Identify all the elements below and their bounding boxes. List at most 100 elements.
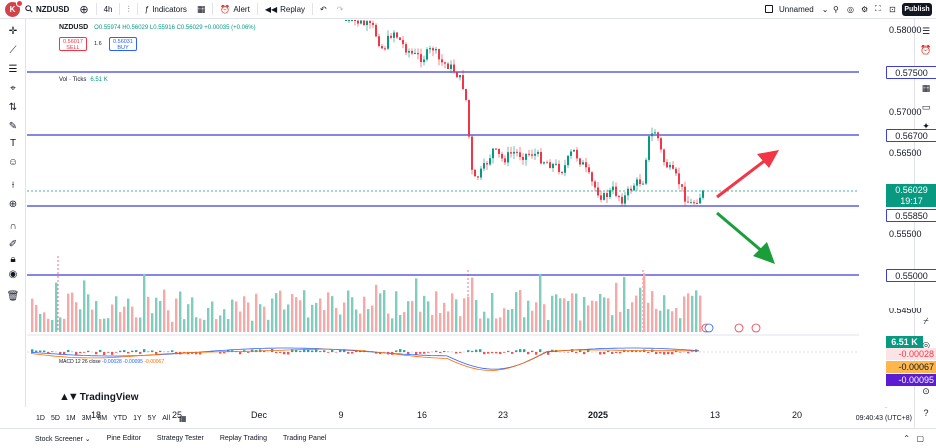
pattern-icon[interactable]: ⌖ (10, 82, 16, 94)
interval-button[interactable]: 4h (103, 4, 113, 14)
tab-stock-screener[interactable]: Stock Screener ⌄ (35, 435, 91, 443)
candle (474, 169, 476, 177)
macd-histogram-bar (635, 350, 638, 352)
calendar-icon[interactable]: ▦ (921, 82, 931, 93)
volume-bar (227, 318, 230, 332)
undo-button[interactable]: ↶ (315, 0, 332, 19)
emoji-icon[interactable]: ☺ (7, 156, 19, 168)
replay-button[interactable]: ◀◀ Replay (264, 4, 306, 14)
level-label[interactable]: 0.57500 (886, 66, 936, 79)
range-ytd[interactable]: YTD (113, 414, 128, 422)
crosshair-icon[interactable]: ✛ (8, 25, 18, 37)
camera-button[interactable]: ◎ (842, 0, 859, 19)
lightbulb-icon[interactable]: ✦ (922, 120, 930, 131)
range-5y[interactable]: 5Y (147, 414, 157, 422)
candle (537, 152, 539, 154)
range-1m[interactable]: 1M (65, 414, 76, 422)
level-label[interactable]: 0.55850 (886, 209, 936, 222)
range-6m[interactable]: 6M (97, 414, 108, 422)
bar-style-button[interactable]: ⫶ (122, 0, 134, 19)
quick-search-button[interactable]: ⚲ (828, 0, 844, 19)
templates-button[interactable]: ▦ (192, 0, 211, 19)
eye-icon[interactable]: ◉ (8, 268, 18, 280)
tab-trading-panel[interactable]: Trading Panel (282, 434, 327, 442)
maximize-icon[interactable]: ▢ (916, 434, 924, 443)
volume-bar (47, 318, 50, 332)
bullish-arrow[interactable] (716, 150, 779, 199)
volume-bar (39, 313, 42, 332)
chart-type-icon[interactable]: ⌿ (923, 315, 929, 326)
lock-icon[interactable]: 🔒︎ (10, 253, 16, 265)
candle (519, 152, 521, 157)
magnet-icon[interactable]: ∩ (9, 220, 17, 232)
macd-histogram-bar (195, 352, 198, 355)
volume-bar (263, 306, 266, 332)
chart-canvas[interactable] (27, 20, 914, 408)
candle (462, 75, 464, 90)
brush-icon[interactable]: ✎ (8, 120, 18, 132)
volume-bar (671, 311, 674, 332)
chart-area[interactable]: NZDUSD O0.55974 H0.56029 L0.55916 C0.560… (27, 20, 936, 420)
buy-button[interactable]: 0.56031 BUY (109, 37, 137, 51)
range-3m[interactable]: 3M (81, 414, 92, 422)
range-5d[interactable]: 5D (50, 414, 60, 422)
macd-histogram-bar (131, 350, 134, 352)
redo-button[interactable]: ↷ (332, 0, 349, 19)
level-label[interactable]: 0.56700 (886, 129, 936, 142)
bearish-arrow[interactable] (716, 211, 775, 264)
lock-drawing-icon[interactable]: ✐ (8, 238, 18, 250)
divider (119, 3, 121, 15)
ruler-icon[interactable]: ⟊ (11, 179, 15, 191)
volume-bar (355, 309, 358, 332)
chat-icon[interactable]: ▭ (921, 101, 931, 112)
fib-icon[interactable]: ☰ (8, 63, 18, 75)
volume-bar (439, 313, 442, 332)
bottom-panel-bar: Stock Screener ⌄ Pine Editor Strategy Test… (0, 428, 936, 448)
fullscreen-button[interactable]: ⛶ (870, 0, 886, 19)
ohlc-values: O0.55974 H0.56029 L0.55916 C0.56029 +0.0… (94, 24, 256, 31)
volume-bar (191, 297, 194, 332)
candle (357, 20, 359, 24)
trend-line-icon[interactable]: ⟋ (9, 44, 17, 56)
target-icon[interactable]: ◎ (922, 339, 930, 350)
layout-menu[interactable]: Unnamed ⌄ (760, 0, 833, 19)
sell-button[interactable]: 0.56017 SELL (59, 37, 87, 51)
user-avatar[interactable]: K (5, 0, 23, 17)
trash-icon[interactable]: 🗑︎ (6, 290, 20, 302)
tab-replay-trading[interactable]: Replay Trading (219, 434, 267, 442)
level-label[interactable]: 0.55000 (886, 269, 936, 282)
macd-histogram-bar (659, 352, 662, 354)
publish-button[interactable]: Publish (902, 3, 932, 16)
indicators-button[interactable]: ƒ Indicators (144, 4, 187, 14)
clock[interactable]: 09:40:43 (UTC+8) (855, 414, 912, 422)
help-icon[interactable]: ? (923, 408, 929, 418)
volume-bar (243, 296, 246, 332)
watchlist-icon[interactable]: ☰ (921, 25, 931, 36)
text-icon[interactable]: T (9, 137, 17, 149)
collapse-icon[interactable]: ⌃ (903, 434, 910, 443)
settings-button[interactable]: ⚙ (856, 0, 873, 19)
rewind-icon: ◀◀ (264, 4, 278, 14)
macd-histogram-bar (483, 352, 486, 355)
range-1d[interactable]: 1D (36, 414, 45, 422)
tab-strategy-tester[interactable]: Strategy Tester (156, 434, 204, 442)
volume-bar (103, 318, 106, 332)
notifications-icon[interactable]: ⊙ (922, 385, 930, 396)
range-all[interactable]: All (162, 414, 171, 422)
alarm-clock-icon[interactable]: ⏰ (920, 44, 932, 55)
snapshot-button[interactable]: ⊡ (884, 0, 901, 19)
price-tick: 0.55500 (889, 229, 922, 239)
tab-pine-editor[interactable]: Pine Editor (106, 434, 141, 442)
volume-bar (519, 290, 522, 332)
projection-icon[interactable]: ⇅ (8, 101, 18, 113)
zoom-in-icon[interactable]: ⊕ (8, 198, 18, 210)
add-symbol-button[interactable]: ⊕ (74, 0, 93, 19)
symbol-search[interactable]: NZDUSD (20, 0, 74, 19)
calendar-icon[interactable]: ▦ (179, 413, 187, 423)
volume-bar (59, 317, 62, 332)
candle (651, 133, 653, 137)
volume-bar (423, 295, 426, 332)
event-flags[interactable] (701, 323, 761, 333)
range-1y[interactable]: 1Y (133, 414, 142, 422)
alert-button[interactable]: ⏰ Alert (220, 4, 250, 14)
